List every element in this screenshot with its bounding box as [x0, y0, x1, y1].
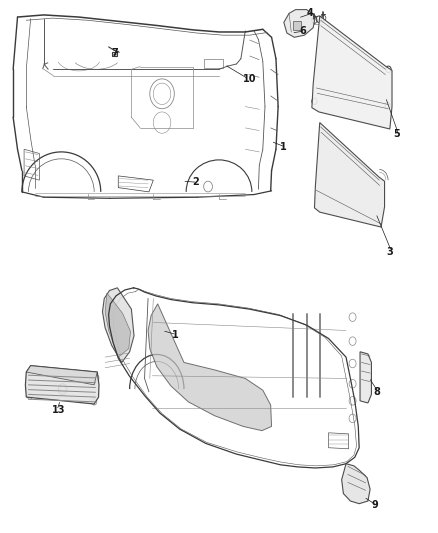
Text: 1: 1: [172, 330, 178, 340]
Text: 6: 6: [300, 26, 306, 36]
Text: 3: 3: [386, 247, 393, 256]
Polygon shape: [312, 16, 392, 129]
Text: 9: 9: [371, 500, 378, 510]
Text: 8: 8: [373, 387, 380, 397]
Text: 2: 2: [193, 177, 199, 187]
Polygon shape: [102, 288, 134, 362]
Polygon shape: [293, 21, 301, 30]
Polygon shape: [148, 304, 272, 431]
Polygon shape: [112, 52, 117, 56]
Polygon shape: [360, 352, 371, 403]
Text: 13: 13: [52, 406, 65, 415]
Polygon shape: [105, 293, 131, 357]
Polygon shape: [314, 123, 385, 227]
Text: 7: 7: [112, 49, 118, 58]
Text: 10: 10: [243, 74, 257, 84]
Text: 1: 1: [280, 142, 287, 152]
Text: 4: 4: [307, 9, 313, 18]
Text: 5: 5: [393, 130, 400, 139]
Polygon shape: [26, 366, 97, 385]
Polygon shape: [342, 464, 370, 504]
Polygon shape: [284, 10, 315, 37]
Polygon shape: [25, 366, 99, 404]
